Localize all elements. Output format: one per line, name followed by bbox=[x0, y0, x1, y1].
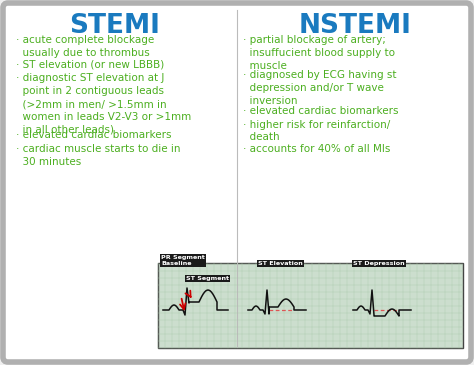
Text: · partial blockage of artery;
  insuffucient blood supply to
  muscle: · partial blockage of artery; insuffucie… bbox=[243, 35, 395, 70]
FancyBboxPatch shape bbox=[158, 263, 463, 348]
Text: STEMI: STEMI bbox=[70, 13, 160, 39]
Text: · higher risk for reinfarction/
  death: · higher risk for reinfarction/ death bbox=[243, 120, 390, 142]
Text: · elevated cardiac biomarkers: · elevated cardiac biomarkers bbox=[16, 130, 172, 141]
Text: · accounts for 40% of all MIs: · accounts for 40% of all MIs bbox=[243, 144, 391, 154]
Text: · diagnosed by ECG having st
  depression and/or T wave
  inversion: · diagnosed by ECG having st depression … bbox=[243, 70, 396, 106]
FancyBboxPatch shape bbox=[3, 3, 471, 362]
Text: NSTEMI: NSTEMI bbox=[299, 13, 411, 39]
Text: ST Elevation: ST Elevation bbox=[258, 261, 303, 266]
Text: · ST elevation (or new LBBB): · ST elevation (or new LBBB) bbox=[16, 59, 164, 70]
Text: · diagnostic ST elevation at J
  point in 2 contiguous leads
  (>2mm in men/ >1.: · diagnostic ST elevation at J point in … bbox=[16, 73, 191, 135]
Text: PR Segment
Baseline: PR Segment Baseline bbox=[161, 255, 205, 266]
Text: · elevated cardiac biomarkers: · elevated cardiac biomarkers bbox=[243, 106, 399, 116]
Text: · cardiac muscle starts to die in
  30 minutes: · cardiac muscle starts to die in 30 min… bbox=[16, 144, 181, 167]
Text: · acute complete blockage
  usually due to thrombus: · acute complete blockage usually due to… bbox=[16, 35, 154, 58]
Text: ST Depression: ST Depression bbox=[353, 261, 405, 266]
Text: ST Segment: ST Segment bbox=[186, 276, 229, 281]
